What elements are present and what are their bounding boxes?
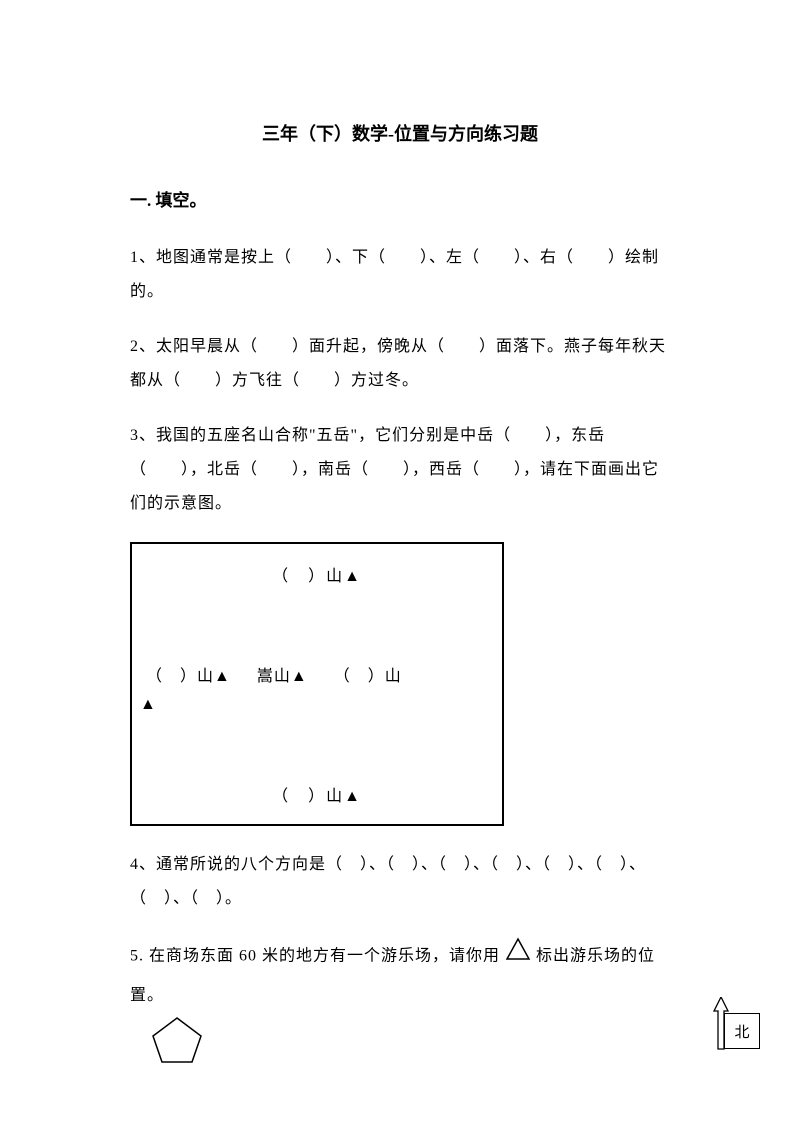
diagram-bottom-label: （ ）山▲ <box>132 782 502 806</box>
worksheet-page: 三年（下）数学-位置与方向练习题 一. 填空。 1、地图通常是按上（ ）、下（ … <box>0 0 800 1137</box>
triangle-icon <box>505 937 531 976</box>
question-3: 3、我国的五座名山合称"五岳"，它们分别是中岳（ ），东岳（ ），北岳（ ），南… <box>130 419 670 520</box>
diagram-top-label: （ ）山▲ <box>132 562 502 586</box>
diagram-middle-row: （ ）山▲ 嵩山▲ （ ）山 <box>132 662 502 686</box>
section-heading: 一. 填空。 <box>130 186 670 211</box>
north-indicator: 北 <box>724 1013 760 1049</box>
q5-text-a: 5. 在商场东面 60 米的地方有一个游乐场，请你用 <box>130 948 500 965</box>
question-1: 1、地图通常是按上（ ）、下（ ）、左（ ）、右（ ）绘制的。 <box>130 241 670 308</box>
diagram-mid-extra: ▲ <box>140 696 156 714</box>
five-mountains-diagram: （ ）山▲ （ ）山▲ 嵩山▲ （ ）山 ▲ （ ）山▲ <box>130 542 504 826</box>
question-5: 5. 在商场东面 60 米的地方有一个游乐场，请你用 标出游乐场的位置。 <box>130 937 670 1092</box>
north-arrow-icon <box>712 997 730 1056</box>
diagram-mid-right: （ ）山 <box>334 662 402 686</box>
page-title: 三年（下）数学-位置与方向练习题 <box>130 120 670 146</box>
pentagon-icon <box>150 1015 204 1080</box>
question-4: 4、通常所说的八个方向是（ ）、（ ）、（ ）、（ ）、（ ）、（ ）、（ ）、… <box>130 848 670 915</box>
diagram-mid-left: （ ）山▲ <box>146 662 231 686</box>
diagram-mid-center: 嵩山▲ <box>257 662 308 686</box>
question-2: 2、太阳早晨从（ ）面升起，傍晚从（ ）面落下。燕子每年秋天都从（ ）方飞往（ … <box>130 330 670 397</box>
